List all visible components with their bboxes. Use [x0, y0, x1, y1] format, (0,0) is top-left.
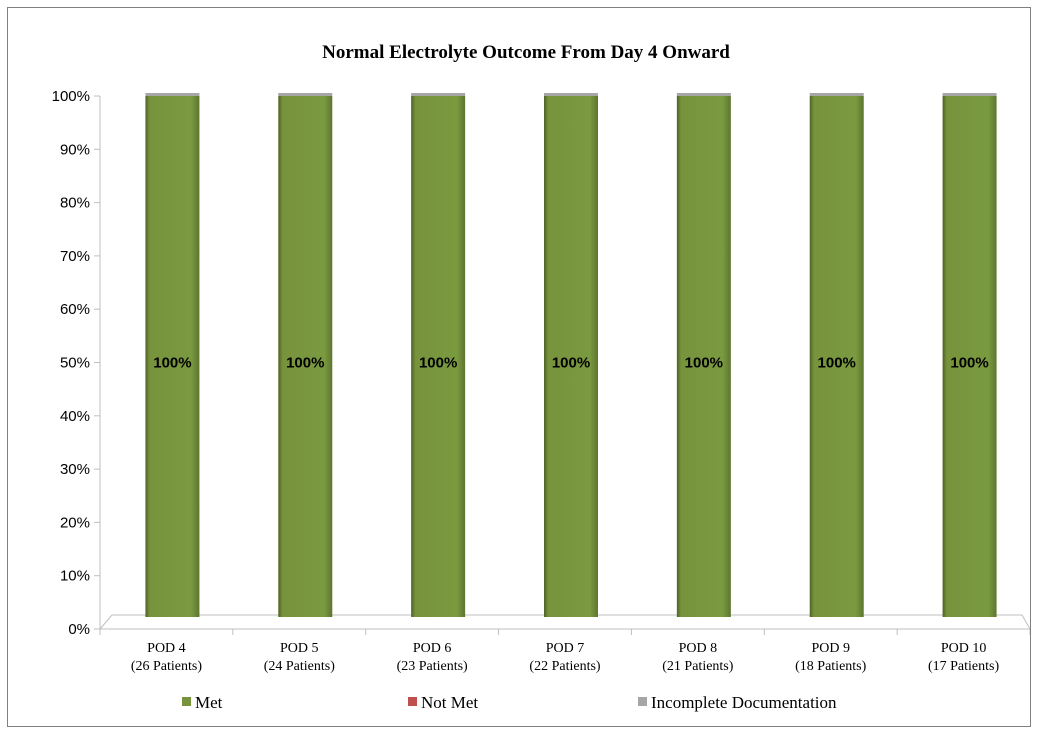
bar-top-cap	[942, 93, 997, 96]
legend-item: Not Met	[408, 693, 478, 712]
x-tick-sublabel: (21 Patients)	[662, 659, 733, 674]
chart-frame: Normal Electrolyte Outcome From Day 4 On…	[7, 7, 1031, 727]
x-tick-label: POD 7	[546, 641, 585, 656]
chart-svg: Normal Electrolyte Outcome From Day 4 On…	[52, 42, 1030, 712]
legend-item: Met	[182, 693, 223, 712]
data-label: 100%	[153, 355, 191, 372]
bar-met	[676, 96, 731, 617]
x-tick-label: POD 6	[413, 641, 452, 656]
x-tick-sublabel: (18 Patients)	[795, 659, 866, 674]
data-label: 100%	[950, 355, 988, 372]
x-tick-sublabel: (24 Patients)	[264, 659, 335, 674]
data-label: 100%	[552, 355, 590, 372]
y-tick-label: 30%	[60, 461, 90, 478]
legend-swatch	[182, 697, 191, 706]
bar-met	[145, 96, 200, 617]
data-label: 100%	[685, 355, 723, 372]
x-tick-label: POD 10	[941, 641, 987, 656]
y-tick-label: 100%	[52, 88, 90, 105]
bar-met	[942, 96, 997, 617]
axis-layer: 0% 10% 20% 30% 40% 50% 60% 70% 80% 90% 100%	[52, 88, 1030, 638]
y-tick-label: 80%	[60, 195, 90, 212]
bar-met	[411, 96, 466, 617]
chart-title: Normal Electrolyte Outcome From Day 4 On…	[322, 42, 730, 63]
x-tick-sublabel: (23 Patients)	[397, 659, 468, 674]
legend-label: Not Met	[421, 693, 478, 712]
data-label: 100%	[419, 355, 457, 372]
bars-layer	[145, 93, 997, 617]
y-tick-label: 90%	[60, 141, 90, 158]
x-tick-sublabel: (17 Patients)	[928, 659, 999, 674]
x-tick-label: POD 8	[679, 641, 718, 656]
x-tick-label: POD 9	[811, 641, 850, 656]
data-label: 100%	[286, 355, 324, 372]
y-tick-label: 0%	[68, 621, 90, 638]
bar-met	[544, 96, 598, 617]
bar-met	[278, 96, 333, 617]
y-tick-label: 70%	[60, 248, 90, 265]
chart-floor	[98, 614, 1030, 630]
bar-top-cap	[676, 93, 731, 96]
x-tick-sublabel: (22 Patients)	[529, 659, 600, 674]
legend-item: Incomplete Documentation	[638, 693, 837, 712]
bar-top-cap	[544, 93, 598, 96]
y-tick-label: 50%	[60, 355, 90, 372]
data-label: 100%	[818, 355, 856, 372]
bar-top-cap	[278, 93, 333, 96]
y-tick-label: 10%	[60, 568, 90, 585]
x-tick-sublabel: (26 Patients)	[131, 659, 202, 674]
x-tick-label: POD 4	[147, 641, 186, 656]
bar-top-cap	[145, 93, 200, 96]
bar-top-cap	[809, 93, 864, 96]
legend-swatch	[638, 697, 647, 706]
labels-layer: 100% POD 4 (26 Patients) 100% POD 5 (24 Patie…	[131, 355, 1000, 675]
x-tick-label: POD 5	[280, 641, 319, 656]
bar-top-cap	[411, 93, 466, 96]
legend-swatch	[408, 697, 417, 706]
bar-met	[809, 96, 864, 617]
y-tick-label: 20%	[60, 514, 90, 531]
legend-label: Met	[195, 693, 223, 712]
y-tick-label: 60%	[60, 301, 90, 318]
legend: Met Not Met Incomplete Documentation	[182, 693, 837, 712]
y-tick-label: 40%	[60, 408, 90, 425]
legend-label: Incomplete Documentation	[651, 693, 837, 712]
